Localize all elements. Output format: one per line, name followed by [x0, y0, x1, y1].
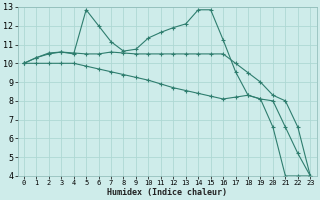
X-axis label: Humidex (Indice chaleur): Humidex (Indice chaleur): [107, 188, 227, 197]
